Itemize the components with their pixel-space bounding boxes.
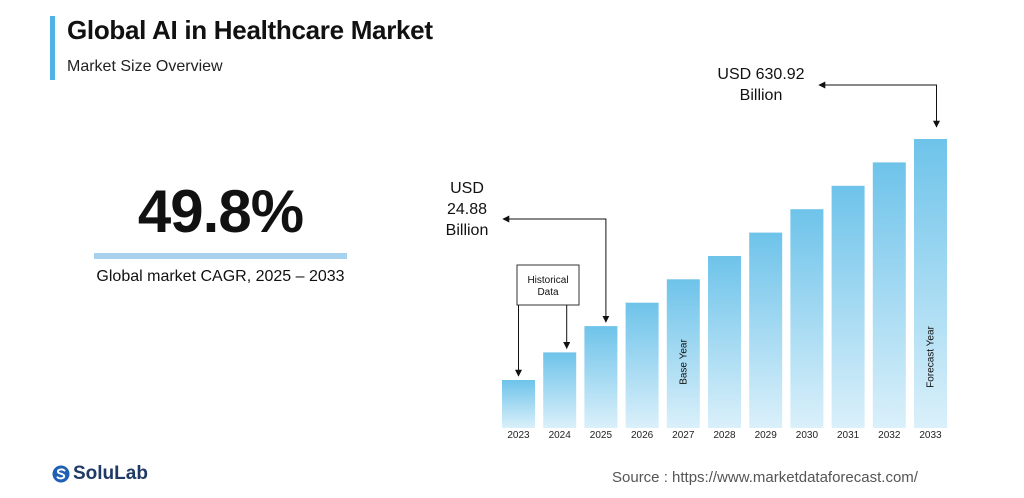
x-tick-label: 2026	[631, 430, 654, 441]
end-value-label: Billion	[740, 87, 783, 104]
start-value-label: Billion	[446, 222, 489, 239]
bar-2023	[502, 380, 535, 428]
bar-2028	[708, 256, 741, 428]
end-value-arrow	[818, 81, 940, 128]
bar-2033	[914, 139, 947, 428]
bar-2031	[831, 185, 865, 428]
brand-name: SoluLab	[73, 463, 148, 484]
x-tick-label: 2024	[549, 430, 572, 441]
start-value-label: USD	[450, 180, 484, 197]
historical-data-label: Historical	[527, 275, 568, 286]
title-accent-bar	[50, 16, 55, 80]
x-tick-label: 2031	[837, 430, 860, 441]
page-subtitle: Market Size Overview	[67, 58, 223, 75]
solulab-icon	[52, 465, 70, 483]
x-tick-label: 2030	[796, 430, 819, 441]
historical-data-label: Data	[537, 287, 559, 298]
x-tick-label: 2025	[590, 430, 613, 441]
start-value-label: 24.88	[447, 201, 487, 218]
page-title: Global AI in Healthcare Market	[67, 15, 433, 45]
bar-2024	[543, 352, 577, 428]
cagr-value: 49.8%	[137, 178, 304, 245]
x-tick-label: 2029	[755, 430, 778, 441]
cagr-underline	[94, 253, 347, 259]
forecast-year-label: Forecast Year	[926, 325, 937, 387]
solulab-logo: SoluLab	[52, 463, 148, 485]
x-tick-label: 2028	[713, 430, 736, 441]
base-year-label: Base Year	[678, 339, 689, 385]
bar-2032	[872, 162, 906, 428]
bar-2026	[625, 302, 659, 428]
bar-2025	[584, 326, 618, 428]
start-value-arrow	[502, 215, 610, 323]
bar-2027	[666, 279, 700, 428]
source-citation: Source : https://www.marketdataforecast.…	[612, 469, 918, 486]
cagr-label: Global market CAGR, 2025 – 2033	[96, 268, 345, 285]
end-value-label: USD 630.92	[717, 66, 804, 83]
x-tick-label: 2023	[507, 430, 530, 441]
bar-2029	[749, 232, 783, 428]
x-tick-label: 2027	[672, 430, 695, 441]
x-tick-label: 2032	[878, 430, 901, 441]
x-tick-label: 2033	[919, 430, 942, 441]
bar-2030	[790, 209, 824, 428]
